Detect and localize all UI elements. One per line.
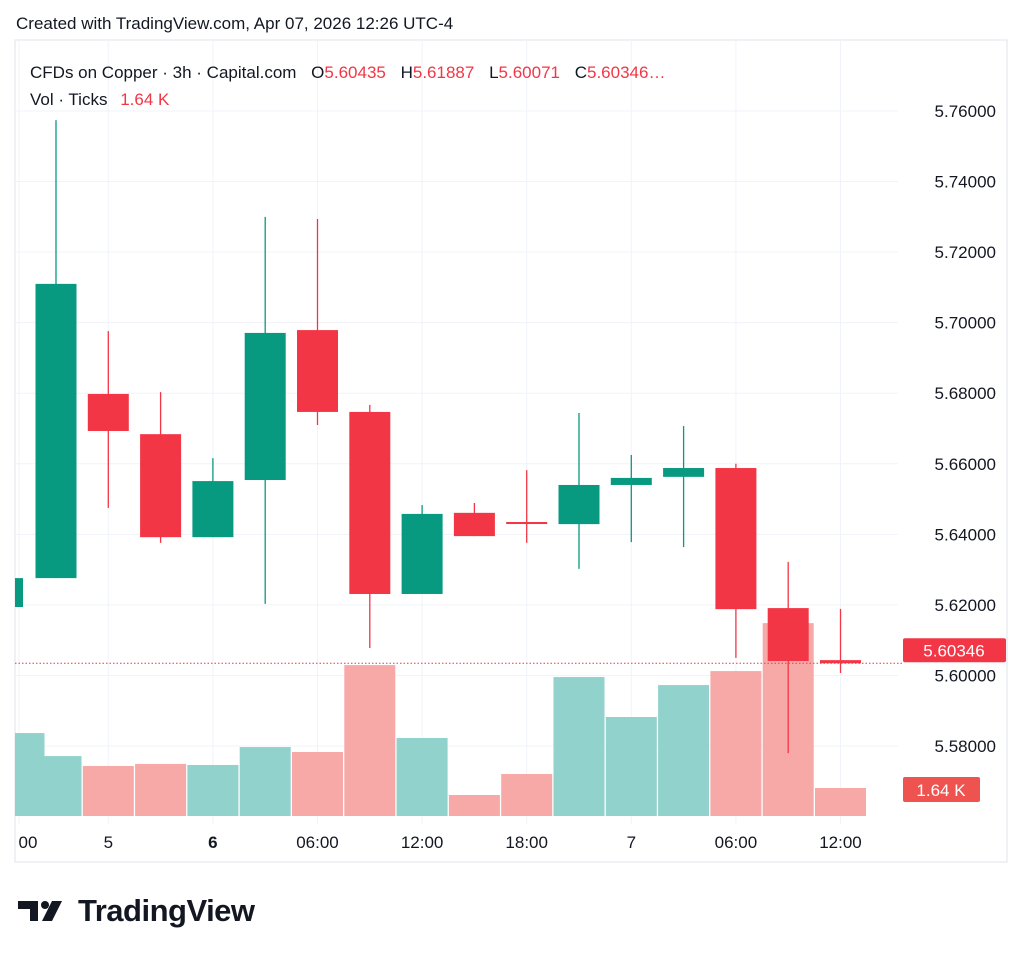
time-tick-label: 00 <box>19 833 38 852</box>
candle-body <box>558 484 600 525</box>
low-value: 5.60071 <box>498 63 560 82</box>
tradingview-logo-icon <box>18 901 62 921</box>
open-label: O <box>311 63 325 82</box>
volume-bar <box>135 763 187 816</box>
candle-body <box>663 468 705 477</box>
time-tick-label: 5 <box>104 833 113 852</box>
volume-bar <box>448 795 500 816</box>
last-price-label: 5.60346 <box>923 641 984 660</box>
candle-body <box>15 578 23 608</box>
candle-body <box>820 660 861 664</box>
open-value: 5.60435 <box>324 63 386 82</box>
candle-body <box>349 411 391 594</box>
candle-body <box>140 434 182 538</box>
candle-body <box>401 513 443 594</box>
price-tick-label: 5.68000 <box>935 384 996 403</box>
symbol-title[interactable]: CFDs on Copper · 3h · Capital.com <box>30 63 297 82</box>
time-tick-label: 06:00 <box>296 833 339 852</box>
volume-bar <box>658 685 710 816</box>
volume-bar <box>501 774 553 816</box>
chart-frame <box>14 39 1008 863</box>
time-tick-label: 18:00 <box>505 833 548 852</box>
last-price-tag <box>903 638 1006 663</box>
candle-body <box>767 608 809 662</box>
price-tick-label: 5.64000 <box>935 525 996 544</box>
candle-body <box>610 477 652 485</box>
price-tick-label: 5.76000 <box>935 102 996 121</box>
price-tick-label: 5.62000 <box>935 596 996 615</box>
time-tick-label: 7 <box>627 833 636 852</box>
price-tick-label: 5.74000 <box>935 173 996 192</box>
volume-bar <box>553 677 605 816</box>
volume-bar <box>239 747 291 816</box>
volume-value: 1.64 K <box>120 90 170 109</box>
candle-body <box>244 332 286 481</box>
price-tick-label: 5.60000 <box>935 666 996 685</box>
time-tick-label: 12:00 <box>819 833 862 852</box>
volume-bar <box>605 716 657 816</box>
volume-bar <box>710 671 762 816</box>
close-value: 5.60346… <box>587 63 666 82</box>
price-tick-label: 5.72000 <box>935 243 996 262</box>
candle-body <box>715 468 757 610</box>
close-label: C <box>574 63 587 82</box>
time-tick-label: 12:00 <box>401 833 444 852</box>
volume-bar <box>344 665 396 816</box>
time-tick-label: 6 <box>208 833 217 852</box>
chart-legend: CFDs on Copper · 3h · Capital.com O5.604… <box>30 59 665 113</box>
last-volume-label: 1.64 K <box>916 781 966 800</box>
price-tick-label: 5.58000 <box>935 737 996 756</box>
volume-bar <box>396 737 448 816</box>
price-tick-label: 5.70000 <box>935 314 996 333</box>
candle-body <box>87 393 129 431</box>
low-label: L <box>489 63 499 82</box>
volume-bar <box>815 788 866 816</box>
candle-body <box>506 522 548 525</box>
volume-bar <box>30 756 82 816</box>
candle-body <box>35 283 77 579</box>
created-caption: Created with TradingView.com, Apr 07, 20… <box>16 14 454 33</box>
candle-body <box>297 330 338 412</box>
candle-body <box>453 512 495 537</box>
high-label: H <box>400 63 413 82</box>
high-value: 5.61887 <box>412 63 475 82</box>
time-tick-label: 06:00 <box>715 833 758 852</box>
legend-ohlc-row: CFDs on Copper · 3h · Capital.com O5.604… <box>30 59 665 86</box>
volume-bar <box>82 765 134 816</box>
volume-bar <box>292 751 343 816</box>
last-volume-tag <box>903 777 980 802</box>
price-tick-label: 5.66000 <box>935 455 996 474</box>
logo-text: TradingView <box>78 893 255 928</box>
volume-bar <box>187 764 239 816</box>
volume-title[interactable]: Vol · Ticks <box>30 90 108 109</box>
legend-volume-row: Vol · Ticks 1.64 K <box>30 86 665 113</box>
tradingview-logo[interactable]: TradingView <box>18 893 255 929</box>
candle-body <box>192 481 234 538</box>
